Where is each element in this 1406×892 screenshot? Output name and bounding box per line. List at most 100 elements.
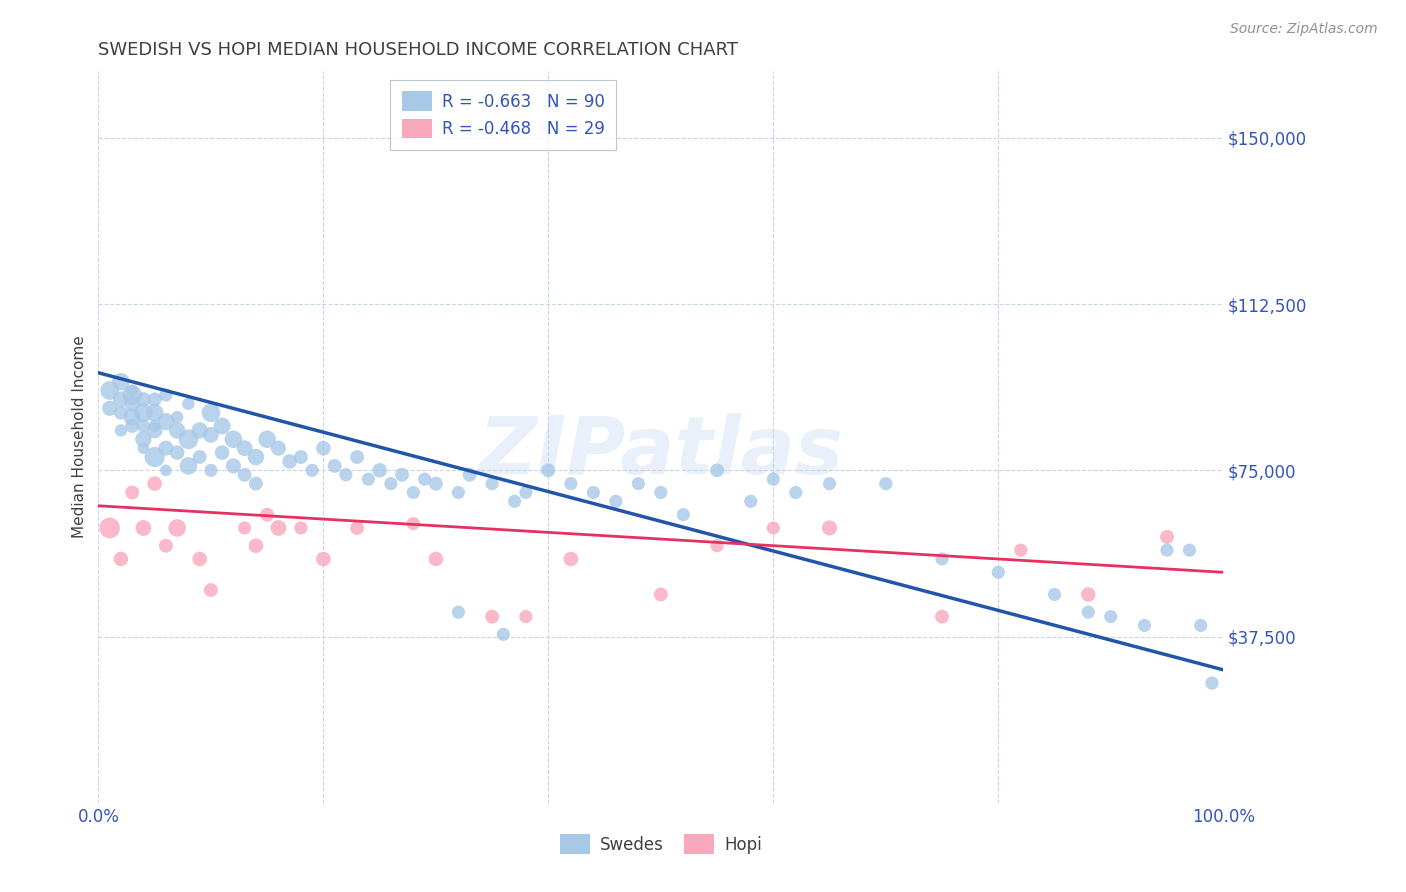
- Point: [256, 508, 278, 522]
- Point: [177, 432, 200, 446]
- Point: [346, 521, 368, 535]
- Point: [931, 552, 953, 566]
- Point: [346, 450, 368, 464]
- Point: [110, 406, 132, 420]
- Point: [605, 494, 627, 508]
- Point: [200, 463, 222, 477]
- Point: [143, 419, 166, 434]
- Point: [312, 441, 335, 455]
- Point: [245, 450, 267, 464]
- Point: [290, 521, 312, 535]
- Text: Source: ZipAtlas.com: Source: ZipAtlas.com: [1230, 22, 1378, 37]
- Point: [447, 485, 470, 500]
- Point: [672, 508, 695, 522]
- Point: [110, 392, 132, 407]
- Point: [560, 552, 582, 566]
- Point: [368, 463, 391, 477]
- Point: [650, 485, 672, 500]
- Point: [121, 397, 143, 411]
- Point: [233, 467, 256, 482]
- Point: [143, 392, 166, 407]
- Point: [560, 476, 582, 491]
- Point: [706, 463, 728, 477]
- Point: [166, 410, 188, 425]
- Point: [1201, 676, 1223, 690]
- Point: [402, 516, 425, 531]
- Point: [391, 467, 413, 482]
- Point: [132, 392, 155, 407]
- Text: ZIPatlas: ZIPatlas: [478, 413, 844, 491]
- Point: [1077, 587, 1099, 601]
- Point: [121, 485, 143, 500]
- Point: [132, 441, 155, 455]
- Point: [200, 406, 222, 420]
- Point: [312, 552, 335, 566]
- Point: [245, 476, 267, 491]
- Point: [110, 375, 132, 389]
- Point: [1156, 543, 1178, 558]
- Point: [875, 476, 897, 491]
- Point: [132, 521, 155, 535]
- Point: [245, 539, 267, 553]
- Text: SWEDISH VS HOPI MEDIAN HOUSEHOLD INCOME CORRELATION CHART: SWEDISH VS HOPI MEDIAN HOUSEHOLD INCOME …: [98, 41, 738, 59]
- Point: [132, 432, 155, 446]
- Point: [177, 397, 200, 411]
- Point: [290, 450, 312, 464]
- Point: [143, 424, 166, 438]
- Point: [503, 494, 526, 508]
- Point: [1043, 587, 1066, 601]
- Point: [740, 494, 762, 508]
- Point: [447, 605, 470, 619]
- Point: [155, 539, 177, 553]
- Point: [987, 566, 1010, 580]
- Point: [166, 521, 188, 535]
- Point: [650, 587, 672, 601]
- Point: [110, 424, 132, 438]
- Point: [706, 539, 728, 553]
- Point: [1189, 618, 1212, 632]
- Point: [256, 432, 278, 446]
- Point: [1133, 618, 1156, 632]
- Point: [155, 441, 177, 455]
- Point: [818, 476, 841, 491]
- Point: [931, 609, 953, 624]
- Point: [233, 441, 256, 455]
- Point: [335, 467, 357, 482]
- Point: [233, 521, 256, 535]
- Point: [1010, 543, 1032, 558]
- Point: [1099, 609, 1122, 624]
- Point: [132, 406, 155, 420]
- Legend: Swedes, Hopi: Swedes, Hopi: [554, 828, 768, 860]
- Point: [143, 406, 166, 420]
- Point: [121, 384, 143, 398]
- Point: [211, 445, 233, 459]
- Point: [301, 463, 323, 477]
- Point: [177, 458, 200, 473]
- Point: [121, 419, 143, 434]
- Point: [110, 552, 132, 566]
- Point: [155, 463, 177, 477]
- Point: [762, 472, 785, 486]
- Point: [481, 476, 503, 491]
- Point: [222, 432, 245, 446]
- Point: [425, 476, 447, 491]
- Point: [121, 388, 143, 402]
- Point: [155, 388, 177, 402]
- Point: [222, 458, 245, 473]
- Point: [785, 485, 807, 500]
- Point: [267, 441, 290, 455]
- Point: [155, 415, 177, 429]
- Point: [200, 582, 222, 597]
- Point: [166, 445, 188, 459]
- Point: [458, 467, 481, 482]
- Point: [200, 428, 222, 442]
- Point: [1077, 605, 1099, 619]
- Point: [1156, 530, 1178, 544]
- Point: [515, 485, 537, 500]
- Point: [98, 521, 121, 535]
- Point: [425, 552, 447, 566]
- Point: [492, 627, 515, 641]
- Point: [121, 410, 143, 425]
- Point: [515, 609, 537, 624]
- Point: [818, 521, 841, 535]
